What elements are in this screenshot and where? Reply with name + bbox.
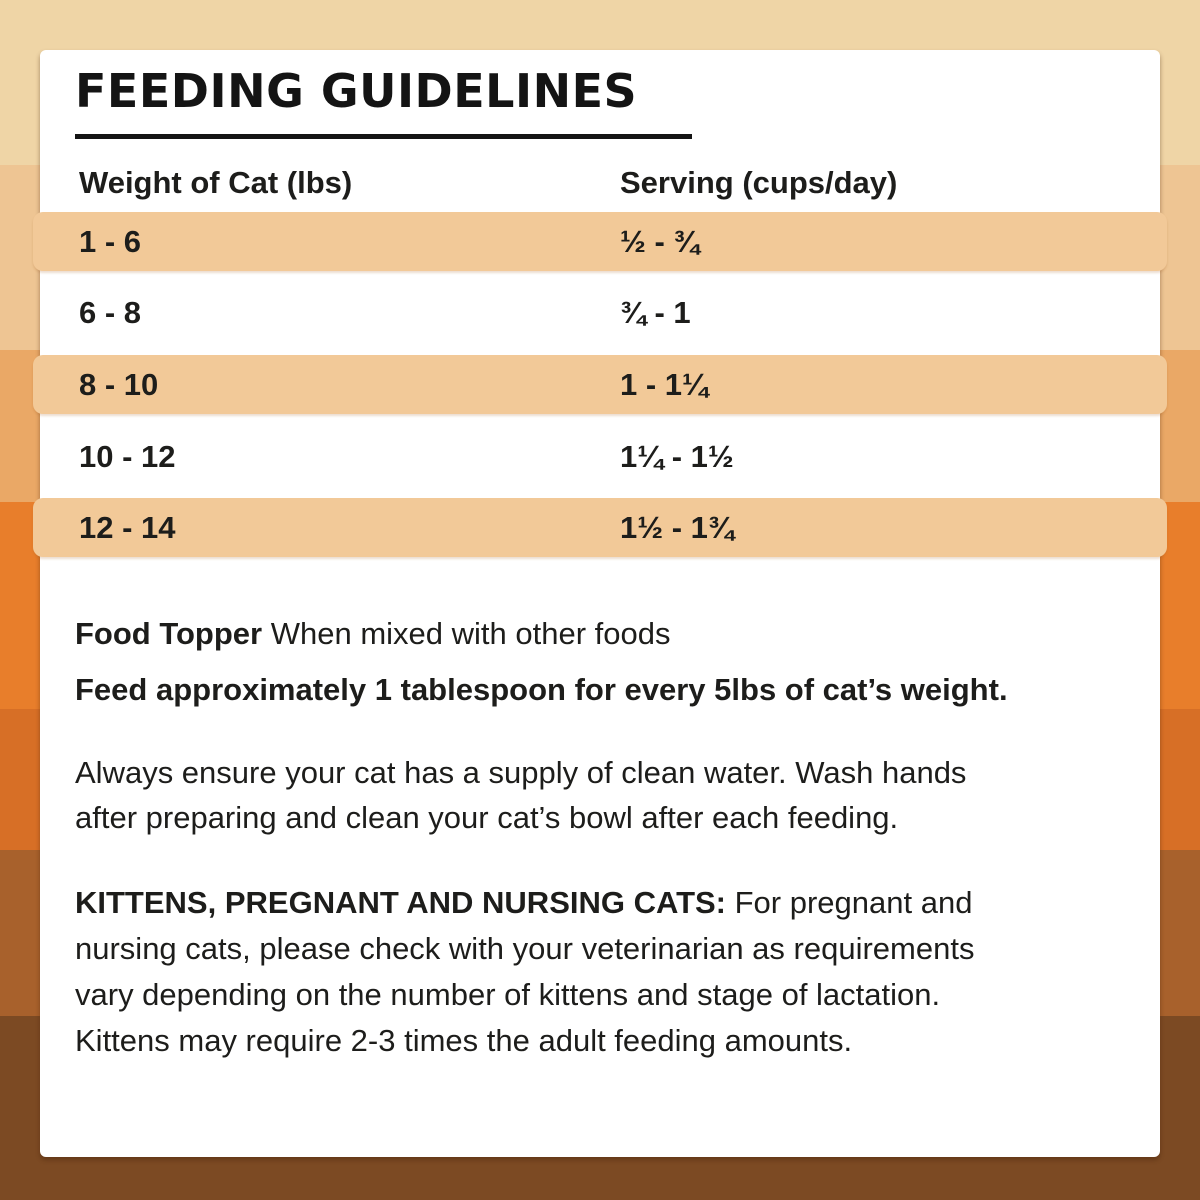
weight-cell: 12 - 14 xyxy=(79,510,176,545)
serving-cell: 1½ - 1¾ xyxy=(620,510,734,545)
food-topper-text: When mixed with other foods xyxy=(270,616,671,651)
table-row: 10 - 12 1¼ - 1½ xyxy=(33,427,1167,486)
weight-cell: 8 - 10 xyxy=(79,367,159,402)
weight-cell: 1 - 6 xyxy=(79,224,142,259)
serving-cell: ¾ - 1 xyxy=(620,295,691,330)
kittens-text: For pregnant and nursing cats, please ch… xyxy=(75,885,975,1058)
kittens-note: KITTENS, PREGNANT AND NURSING CATS: For … xyxy=(75,880,1145,1064)
weight-cell: 6 - 8 xyxy=(79,295,142,330)
table-row: 1 - 6 ½ - ¾ xyxy=(33,212,1167,271)
kittens-label: KITTENS, PREGNANT AND NURSING CATS: xyxy=(75,885,726,920)
table-row: 6 - 8 ¾ - 1 xyxy=(33,283,1167,342)
column-header-weight: Weight of Cat (lbs) xyxy=(79,165,353,200)
serving-cell: 1 - 1¼ xyxy=(620,367,708,402)
serving-cell: ½ - ¾ xyxy=(620,224,700,259)
title-underline xyxy=(75,134,692,139)
feed-amount-note: Feed approximately 1 tablespoon for ever… xyxy=(75,672,1008,707)
food-topper-label: Food Topper xyxy=(75,616,263,651)
food-topper-note: Food Topper When mixed with other foods xyxy=(75,614,670,654)
weight-cell: 10 - 12 xyxy=(79,439,176,474)
feeding-guidelines-card: FEEDING GUIDELINES Weight of Cat (lbs) S… xyxy=(33,50,1167,1157)
clean-water-note: Always ensure your cat has a supply of c… xyxy=(75,755,967,835)
serving-cell: 1¼ - 1½ xyxy=(620,439,734,474)
table-row: 8 - 10 1 - 1¼ xyxy=(33,355,1167,414)
table-row: 12 - 14 1½ - 1¾ xyxy=(33,498,1167,557)
column-header-serving: Serving (cups/day) xyxy=(620,165,898,200)
page-title: FEEDING GUIDELINES xyxy=(75,64,638,118)
